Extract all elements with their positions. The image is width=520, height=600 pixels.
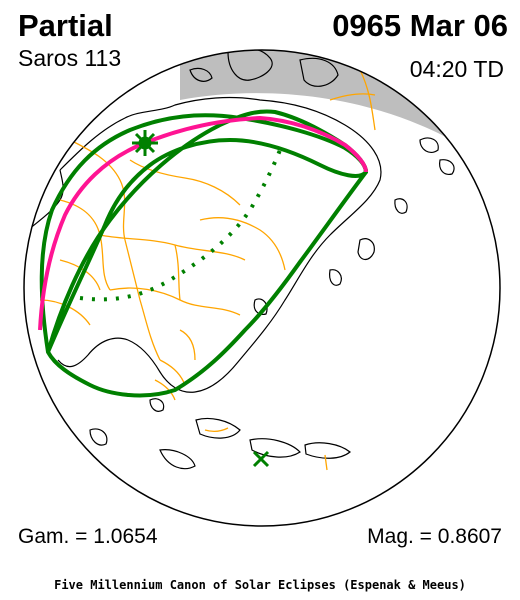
eclipse-date-label: 0965 Mar 06 <box>332 8 508 43</box>
eclipse-time-label: 04:20 TD <box>409 56 504 82</box>
credit-label: Five Millennium Canon of Solar Eclipses … <box>54 578 466 592</box>
x-mark-icon <box>252 450 270 468</box>
max-eclipse-curve <box>38 115 368 331</box>
globe-outline <box>23 49 501 527</box>
coastlines <box>27 50 455 470</box>
star-burst-icon <box>132 130 158 156</box>
eclipse-type-label: Partial <box>18 8 113 43</box>
magnitude-label: Mag. = 0.8607 <box>367 525 502 548</box>
saros-label: Saros 113 <box>18 45 122 71</box>
gamma-label: Gam. = 1.0654 <box>18 525 158 548</box>
